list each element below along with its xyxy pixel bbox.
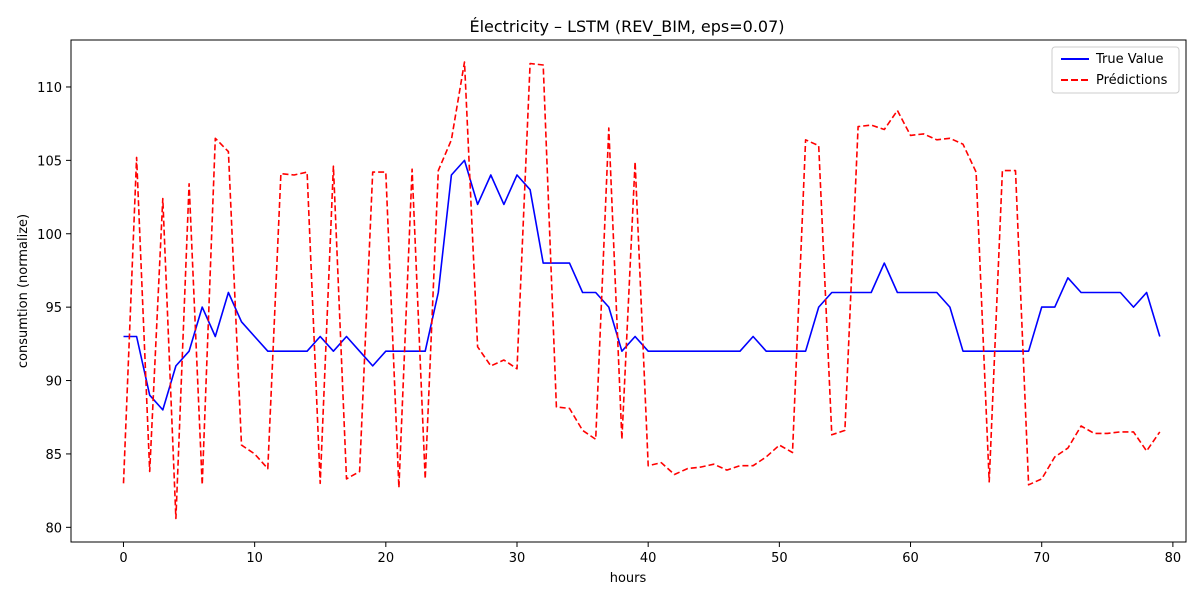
x-tick-label: 60 xyxy=(902,551,919,566)
y-tick-label: 90 xyxy=(45,375,62,390)
legend: True Value Prédictions xyxy=(1051,46,1180,94)
y-tick-label: 80 xyxy=(45,521,62,536)
y-tick-label: 85 xyxy=(45,448,62,463)
y-tick-label: 110 xyxy=(37,81,62,96)
x-tick-label: 70 xyxy=(1033,551,1050,566)
x-axis-label: hours xyxy=(610,571,647,586)
x-tick-label: 40 xyxy=(640,551,657,566)
chart-title: Électricity – LSTM (REV_BIM, eps=0.07) xyxy=(469,17,784,37)
y-axis: 80 85 90 95 100 105 110 xyxy=(37,81,71,536)
x-tick-label: 10 xyxy=(246,551,263,566)
legend-label-predictions: Prédictions xyxy=(1096,73,1168,88)
series-line-predictions xyxy=(122,61,1161,520)
legend-label-true-value: True Value xyxy=(1095,52,1163,67)
x-tick-label: 80 xyxy=(1165,551,1182,566)
plot-frame xyxy=(70,39,1187,543)
y-tick-label: 105 xyxy=(37,154,62,169)
y-tick-label: 95 xyxy=(45,301,62,316)
x-tick-label: 20 xyxy=(378,551,395,566)
x-tick-label: 0 xyxy=(119,551,127,566)
x-tick-label: 30 xyxy=(509,551,526,566)
y-axis-label: consumtion (normalize) xyxy=(16,214,31,368)
x-tick-label: 50 xyxy=(771,551,788,566)
series-layer xyxy=(122,61,1161,520)
y-tick-label: 100 xyxy=(37,228,62,243)
series-line-true-value xyxy=(123,159,1161,411)
x-axis: 0 10 20 30 40 50 60 70 80 xyxy=(119,542,1181,566)
